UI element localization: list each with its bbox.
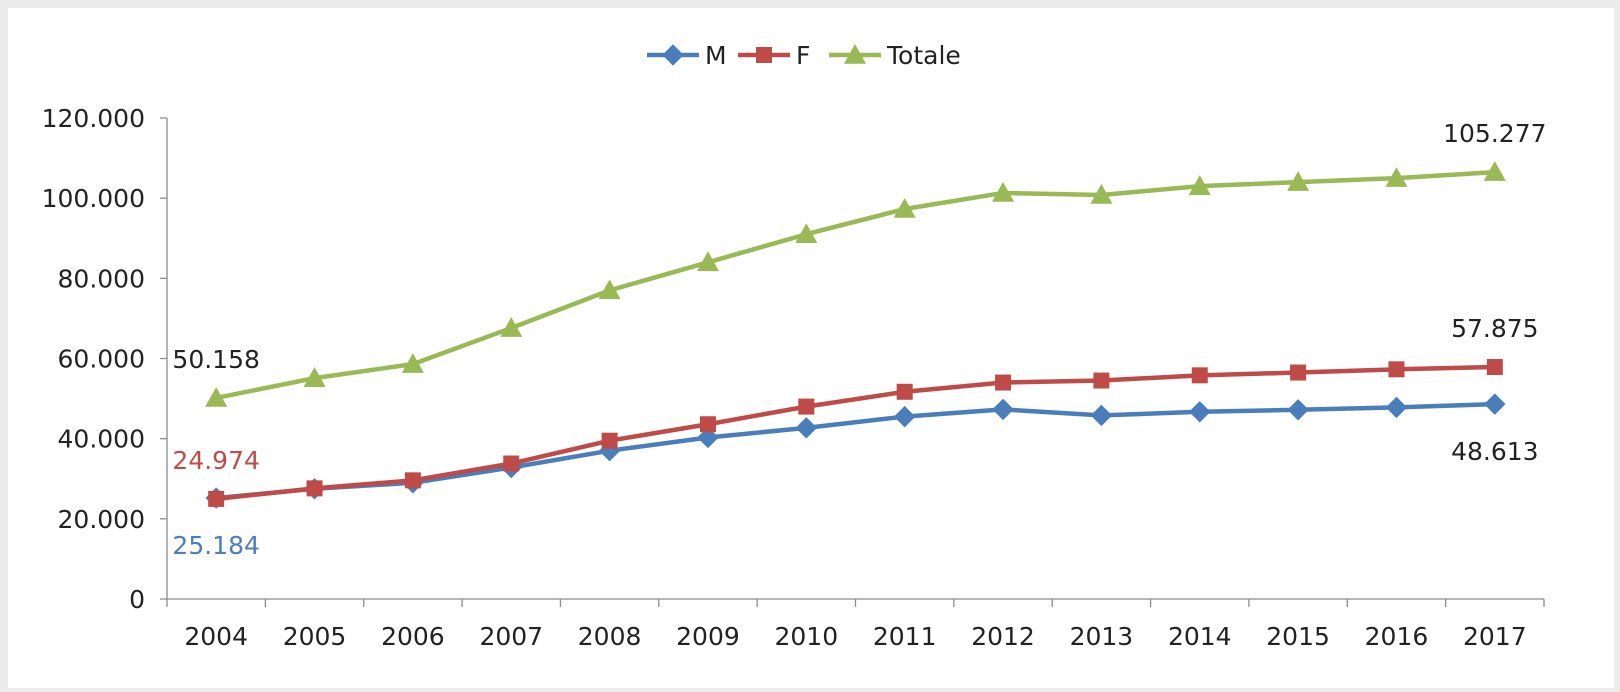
data-point-m (1484, 393, 1506, 415)
data-point-m (795, 417, 818, 439)
y-tick-label: 80.000 (58, 264, 145, 293)
data-point-m (697, 426, 719, 449)
data-point-f (306, 480, 323, 497)
data-point-f (503, 455, 520, 472)
y-tick-label: 60.000 (58, 345, 145, 374)
data-point-totale (500, 317, 523, 337)
legend-marker (756, 47, 772, 63)
chart-frame: 0 20.000 40.000 60.000 80.000 100.000 120.000 2… (8, 8, 1614, 688)
data-label: 48.613 (1451, 437, 1538, 466)
series-line-m (215, 401, 1495, 501)
series-line-f (215, 364, 1495, 502)
data-point-totale (1287, 171, 1310, 191)
data-point-m (1287, 399, 1309, 421)
data-point-f (798, 398, 815, 415)
x-tick-label: 2004 (184, 622, 248, 651)
data-point-totale (401, 353, 424, 373)
y-tick-label: 100.000 (42, 184, 145, 213)
data-point-totale (303, 367, 326, 387)
line-chart: 0 20.000 40.000 60.000 80.000 100.000 120.000 2… (42, 41, 1547, 651)
x-tick-label: 2010 (775, 622, 839, 651)
x-tick-label: 2005 (283, 622, 347, 651)
data-point-m (1090, 404, 1113, 427)
data-point-totale (696, 251, 719, 272)
data-point-totale (1188, 175, 1211, 195)
data-point-totale (992, 181, 1015, 202)
data-label: 57.875 (1451, 314, 1538, 343)
y-tick-label: 40.000 (58, 425, 145, 454)
data-point-totale (205, 386, 228, 407)
data-point-totale (598, 279, 621, 300)
data-point-totale (1483, 161, 1506, 181)
data-label: 25.184 (172, 531, 259, 560)
legend-marker (844, 44, 866, 64)
data-point-f (1290, 364, 1307, 381)
data-point-f (601, 432, 618, 449)
y-tick-label: 120.000 (42, 104, 145, 133)
x-tick-label: 2016 (1365, 622, 1429, 651)
x-tick-label: 2015 (1266, 622, 1330, 651)
legend-label: F (796, 41, 810, 70)
data-point-totale (795, 223, 818, 244)
data-point-f (208, 490, 225, 507)
x-tick-label: 2012 (971, 622, 1035, 651)
data-label: 24.974 (172, 446, 259, 475)
data-point-f (1191, 367, 1208, 384)
x-tick-label: 2013 (1070, 622, 1134, 651)
legend-label: Totale (886, 41, 961, 70)
x-tick-label: 2011 (873, 622, 937, 651)
y-tick-label: 20.000 (58, 505, 145, 534)
data-point-m (893, 405, 916, 428)
data-label: 105.277 (1443, 119, 1546, 148)
y-tick-label: 0 (129, 585, 145, 614)
x-tick-label: 2006 (381, 622, 445, 651)
data-point-m (1189, 401, 1211, 423)
x-tick-label: 2017 (1463, 622, 1527, 651)
x-tick-label: 2014 (1168, 622, 1232, 651)
data-point-f (896, 383, 913, 400)
data-point-f (699, 416, 716, 433)
x-tick-label: 2007 (479, 622, 543, 651)
data-point-f (1093, 372, 1110, 389)
data-point-m (1385, 396, 1408, 419)
data-point-totale (893, 197, 916, 218)
data-point-totale (1090, 183, 1113, 204)
x-tick-label: 2008 (578, 622, 642, 651)
data-point-totale (1385, 167, 1408, 187)
data-label: 50.158 (172, 345, 259, 374)
data-point-f (995, 374, 1012, 391)
legend-label: M (705, 41, 727, 70)
series-line-totale (215, 169, 1495, 401)
data-point-f (1486, 359, 1503, 376)
data-point-m (992, 398, 1014, 421)
x-tick-label: 2009 (676, 622, 740, 651)
legend-marker (662, 44, 684, 66)
data-point-f (1388, 361, 1405, 378)
data-point-f (404, 472, 421, 489)
